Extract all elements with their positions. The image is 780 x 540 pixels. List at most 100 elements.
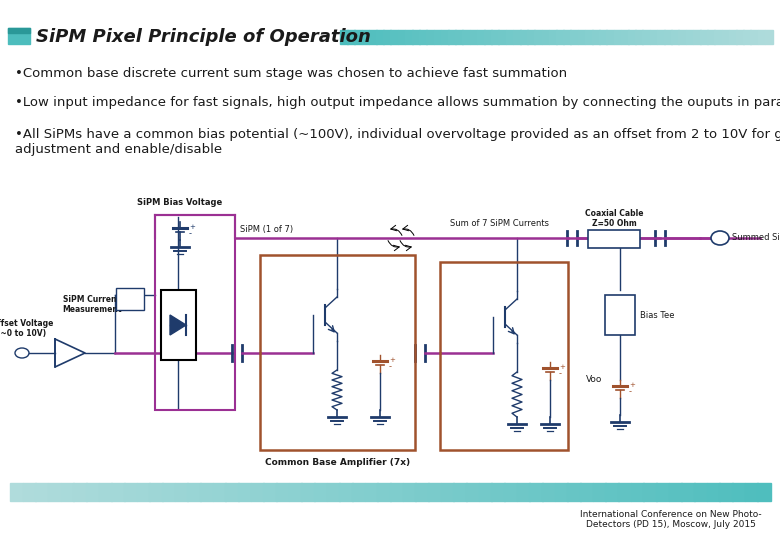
- Bar: [453, 483, 466, 501]
- Bar: [314, 483, 327, 501]
- Bar: [23, 483, 36, 501]
- Bar: [700, 30, 707, 44]
- Bar: [707, 483, 720, 501]
- Bar: [516, 483, 530, 501]
- Bar: [175, 483, 188, 501]
- Text: +: +: [389, 357, 395, 363]
- Bar: [155, 215, 235, 410]
- Bar: [657, 30, 665, 44]
- Bar: [463, 30, 470, 44]
- Bar: [555, 483, 568, 501]
- Ellipse shape: [711, 231, 729, 245]
- Bar: [448, 30, 456, 44]
- Bar: [149, 483, 162, 501]
- Bar: [441, 483, 454, 501]
- Text: +: +: [559, 364, 565, 370]
- Bar: [541, 30, 549, 44]
- Bar: [340, 30, 348, 44]
- Text: +: +: [189, 224, 195, 230]
- Bar: [161, 290, 196, 360]
- Bar: [621, 30, 629, 44]
- Text: -: -: [189, 230, 192, 239]
- Bar: [504, 483, 517, 501]
- Bar: [479, 483, 492, 501]
- Text: SiPM Bias Voltage: SiPM Bias Voltage: [137, 198, 222, 207]
- Bar: [124, 483, 137, 501]
- Bar: [250, 483, 264, 501]
- Bar: [48, 483, 61, 501]
- Bar: [8, 28, 30, 44]
- Bar: [650, 30, 658, 44]
- Bar: [484, 30, 491, 44]
- Bar: [213, 483, 226, 501]
- Bar: [729, 30, 736, 44]
- Text: -: -: [629, 388, 632, 396]
- Bar: [628, 30, 636, 44]
- Bar: [427, 30, 434, 44]
- Bar: [593, 483, 606, 501]
- Bar: [428, 483, 441, 501]
- Bar: [694, 483, 707, 501]
- Bar: [530, 483, 543, 501]
- Bar: [73, 483, 87, 501]
- Bar: [187, 483, 200, 501]
- Bar: [362, 30, 369, 44]
- Bar: [369, 30, 377, 44]
- Text: SiPM Current
Measurement: SiPM Current Measurement: [62, 295, 122, 314]
- Bar: [390, 483, 403, 501]
- Bar: [35, 483, 48, 501]
- Bar: [668, 483, 682, 501]
- Text: International Conference on New Photo-
Detectors (PD 15), Moscow, July 2015: International Conference on New Photo- D…: [580, 510, 762, 529]
- Bar: [585, 30, 593, 44]
- Bar: [757, 483, 771, 501]
- Bar: [264, 483, 276, 501]
- Bar: [441, 30, 448, 44]
- Bar: [656, 483, 669, 501]
- Text: -: -: [389, 362, 392, 372]
- Bar: [162, 483, 176, 501]
- Bar: [491, 483, 505, 501]
- Bar: [635, 30, 643, 44]
- Bar: [86, 483, 99, 501]
- Bar: [757, 30, 765, 44]
- Bar: [289, 483, 302, 501]
- Bar: [732, 483, 745, 501]
- Bar: [276, 483, 289, 501]
- Text: SiPM (1 of 7): SiPM (1 of 7): [240, 225, 293, 234]
- Bar: [512, 30, 520, 44]
- Bar: [327, 483, 340, 501]
- Bar: [542, 483, 555, 501]
- Bar: [116, 288, 144, 310]
- Bar: [520, 30, 528, 44]
- Bar: [339, 483, 353, 501]
- Bar: [527, 30, 535, 44]
- Bar: [686, 30, 693, 44]
- Bar: [398, 30, 406, 44]
- Text: Sum of 7 SiPM Currents: Sum of 7 SiPM Currents: [451, 219, 549, 228]
- Bar: [549, 30, 556, 44]
- Bar: [415, 483, 428, 501]
- Bar: [238, 483, 251, 501]
- Bar: [347, 30, 355, 44]
- Bar: [391, 30, 398, 44]
- Bar: [745, 483, 758, 501]
- Bar: [405, 30, 413, 44]
- Bar: [631, 483, 644, 501]
- Bar: [556, 30, 564, 44]
- Text: •All SiPMs have a common bias potential (~100V), individual overvoltage provided: •All SiPMs have a common bias potential …: [15, 128, 780, 156]
- Bar: [498, 30, 506, 44]
- Bar: [605, 483, 619, 501]
- Bar: [200, 483, 213, 501]
- Bar: [580, 483, 593, 501]
- Bar: [679, 30, 686, 44]
- Text: SiPM Pixel Principle of Operation: SiPM Pixel Principle of Operation: [36, 28, 370, 46]
- Bar: [352, 483, 365, 501]
- Bar: [402, 483, 416, 501]
- Polygon shape: [170, 315, 186, 335]
- Bar: [578, 30, 585, 44]
- Bar: [750, 30, 758, 44]
- Text: Offset Voltage
(~0 to 10V): Offset Voltage (~0 to 10V): [0, 319, 53, 338]
- Bar: [365, 483, 378, 501]
- Bar: [8, 28, 30, 33]
- Bar: [434, 30, 441, 44]
